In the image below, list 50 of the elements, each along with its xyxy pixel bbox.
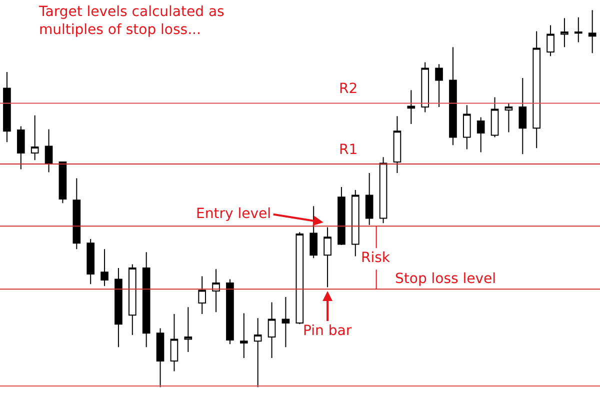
candlestick [449,46,457,146]
candlestick [254,318,262,388]
candlestick [86,238,95,285]
candlestick [44,128,53,173]
annotation: Risk [361,250,391,266]
candlestick [588,10,596,54]
candlestick [490,96,499,138]
candlestick [282,296,290,348]
candlestick [72,178,81,250]
candlestick [170,313,178,372]
candlestick [351,189,360,257]
candlestick [100,248,108,287]
candlestick [58,162,67,204]
candlestick [324,226,332,288]
candlestick [476,116,485,153]
candlestick [421,62,429,113]
candlestick [546,24,554,57]
candlestick [574,16,582,43]
candlestick [142,252,150,348]
candlestick [212,268,220,313]
candlestick [310,206,318,259]
candlestick [393,116,402,174]
chart-title: Target levels calculated as multiples of stop loss... [38,4,224,38]
candlestick [268,302,276,359]
candlestick [462,104,471,150]
candlestick [226,278,234,345]
candlestick [435,64,443,108]
candlestick [296,232,304,325]
candlestick [156,328,164,388]
candlestick [338,186,346,246]
candlestick [407,90,416,124]
candlestick [16,126,25,170]
ref-line-label: R1 [339,142,358,158]
candlestick [3,71,11,143]
candlestick [184,306,192,353]
candlestick [518,78,527,155]
candlestick [560,18,568,48]
annotation: Pin bar [303,323,352,339]
candlestick [128,264,136,336]
candlestick [379,156,388,224]
candlestick [30,114,39,161]
candlestick [240,312,248,359]
candlestick [532,30,540,149]
candlestick [504,102,513,133]
ref-line-label: Stop loss level [395,271,496,287]
candlestick [365,172,374,226]
ref-line-label: Entry level [196,206,271,222]
candlestick [198,276,206,314]
candlestick [114,267,122,348]
ref-line-label: R2 [339,81,358,97]
